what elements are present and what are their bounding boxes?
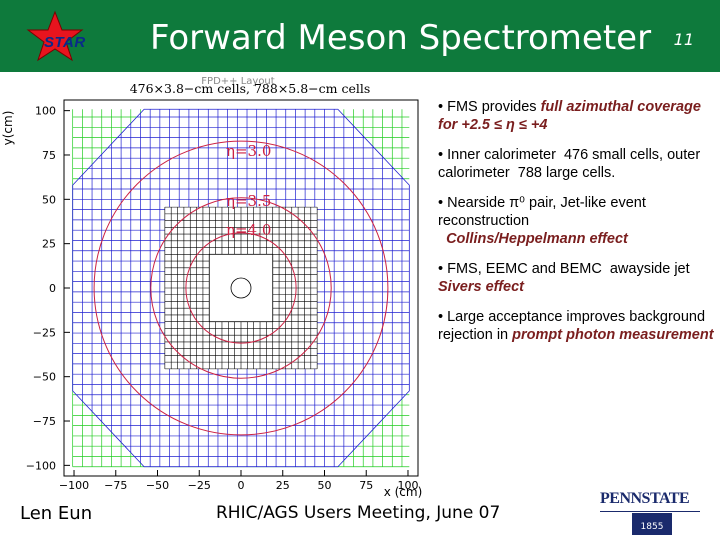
- inner-calorimeter-grid: [164, 206, 318, 370]
- y-tick-label: 0: [49, 282, 56, 295]
- eta-circle-4-0: [185, 232, 297, 344]
- bullet-text: • Nearside π⁰ pair, Jet-like event recon…: [438, 195, 650, 229]
- bullet-highlight: prompt photon measurement: [512, 327, 714, 343]
- eta-circle-3-5: [150, 197, 332, 379]
- x-tick-label: −100: [59, 479, 89, 492]
- star-logo-icon: [26, 10, 84, 62]
- y-tick-label: −100: [26, 459, 56, 472]
- eta-label-4-0: η=4.0: [226, 221, 271, 239]
- outer-cells: [72, 109, 410, 467]
- bullet-text: • Inner calorimeter 476 small cells, out…: [438, 147, 705, 181]
- x-tick-label: −50: [146, 479, 169, 492]
- bullet-item: • Large acceptance improves background r…: [438, 308, 720, 344]
- bullet-item: • Inner calorimeter 476 small cells, out…: [438, 146, 720, 182]
- y-tick-label: −50: [33, 371, 56, 384]
- author-name: Len Eun: [20, 503, 93, 524]
- bullet-text: • FMS, EEMC and BEMC awayside jet: [438, 261, 702, 277]
- figure-caption-underlay: FPD++ Layout: [201, 76, 274, 87]
- slide-header: STAR Forward Meson Spectrometer 11: [0, 0, 720, 72]
- x-tick-label: −75: [104, 479, 127, 492]
- y-tick-label: 100: [35, 105, 56, 118]
- y-tick-label: −75: [33, 415, 56, 428]
- y-axis-label: y(cm): [1, 111, 15, 146]
- star-logo-text: STAR: [44, 34, 86, 51]
- fms-layout-figure: −100 −75 −50 −25 0 25 50 75 100 100 75 50 25 0 −25 −50 −…: [1, 76, 423, 499]
- x-tick-label: 25: [276, 479, 290, 492]
- y-tick-label: −25: [33, 326, 56, 339]
- eta-circles: [93, 140, 389, 436]
- figure-caption: 476×3.8−cm cells, 788×5.8−cm cells: [130, 81, 371, 96]
- axis-ticks: −100 −75 −50 −25 0 25 50 75 100 100 75 50 25 0 −25 −50 −…: [26, 105, 419, 492]
- slide-number: 11: [673, 30, 694, 49]
- bullet-item: • FMS provides full azimuthal coverage f…: [438, 98, 720, 134]
- pennstate-logo-text: PENNSTATE: [600, 490, 690, 507]
- pennstate-logo-rule: [600, 511, 700, 512]
- meeting-name: RHIC/AGS Users Meeting, June 07: [216, 503, 501, 523]
- eta-label-3-5: η=3.5: [226, 192, 271, 210]
- bullet-list: • FMS provides full azimuthal coverage f…: [438, 98, 720, 356]
- bullet-highlight: full azimuthal coverage for +2.5 ≤ η ≤ +…: [438, 99, 705, 133]
- eta-circle-3-0: [93, 140, 389, 436]
- x-tick-label: −25: [188, 479, 211, 492]
- x-tick-label: 50: [317, 479, 331, 492]
- bullet-text: • FMS provides: [438, 99, 541, 115]
- bullet-item: • FMS, EEMC and BEMC awayside jet Sivers…: [438, 260, 720, 296]
- bullet-text: • Large acceptance improves background r…: [438, 309, 710, 343]
- bullet-highlight: Collins/Heppelmann effect: [446, 231, 628, 247]
- y-tick-label: 25: [42, 238, 56, 251]
- beam-hole: [208, 253, 274, 323]
- eta-label-3-0: η=3.0: [226, 142, 271, 160]
- bullet-text: [438, 231, 446, 247]
- bullet-highlight: Sivers effect: [438, 279, 524, 295]
- beam-pipe: [230, 277, 252, 299]
- x-axis-label: x (cm): [384, 485, 423, 499]
- pennstate-shield-icon: 1855: [632, 513, 672, 535]
- bullet-item: • Nearside π⁰ pair, Jet-like event recon…: [438, 194, 720, 248]
- x-tick-label: 75: [359, 479, 373, 492]
- x-tick-label: 0: [238, 479, 245, 492]
- y-tick-label: 75: [42, 149, 56, 162]
- y-tick-label: 50: [42, 193, 56, 206]
- x-tick-label: 100: [397, 479, 418, 492]
- pennstate-logo-year: 1855: [641, 522, 664, 532]
- slide-title: Forward Meson Spectrometer: [150, 18, 652, 58]
